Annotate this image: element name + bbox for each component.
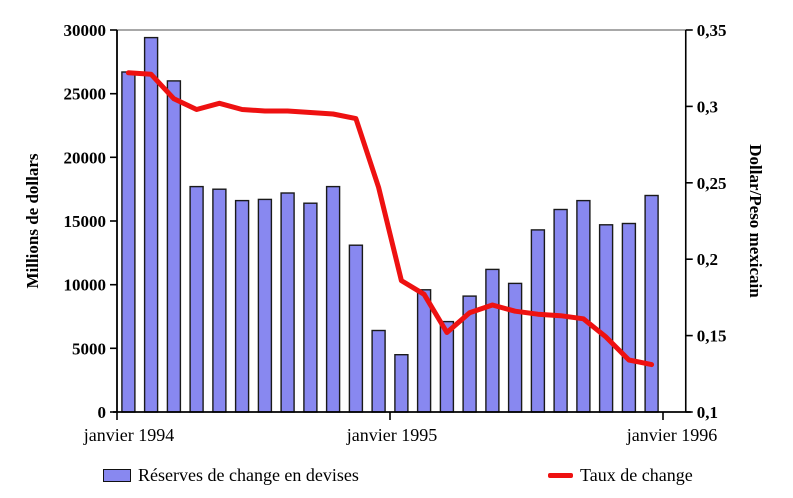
reserve-bar — [166, 80, 182, 413]
left-axis-tick-label: 10000 — [64, 276, 107, 295]
left-axis-tick-label: 0 — [98, 403, 107, 422]
reserve-bar — [189, 185, 204, 413]
right-axis-tick-label: 0,15 — [697, 327, 727, 346]
reserve-bar — [303, 202, 318, 413]
reserves-bar-swatch-icon — [103, 468, 131, 482]
reserve-bar — [394, 354, 409, 413]
legend-label-reserves: Réserves de change en devises — [138, 465, 359, 485]
legend-label-exchange-rate: Taux de change — [580, 465, 693, 485]
exchange-rate-line — [125, 70, 655, 368]
left-axis-tick-label: 20000 — [64, 148, 107, 167]
reserve-bar — [598, 224, 614, 413]
reserve-bar — [280, 192, 295, 413]
reserve-bar — [576, 199, 591, 413]
right-axis-tick-label: 0,1 — [697, 403, 718, 422]
reserve-bar — [212, 188, 227, 413]
reserve-bar — [621, 222, 637, 413]
right-axis-tick-label: 0,35 — [697, 21, 727, 40]
exchange-rate-line-swatch-icon — [548, 472, 573, 478]
right-axis-tick-label: 0,3 — [697, 97, 718, 116]
reserve-bar — [371, 329, 386, 413]
reserve-bar — [143, 36, 159, 413]
reserve-bar — [121, 71, 136, 413]
combo-chart-canvas: 0 5000 10000 15000 20000 25000 30000 0,1 0,15 0,2… — [64, 21, 727, 445]
reserve-bar — [348, 244, 364, 413]
reserve-bar — [553, 208, 568, 413]
x-axis-tick-label: janvier 1995 — [346, 425, 437, 445]
reserve-bar — [644, 194, 659, 413]
left-axis-tick-label: 15000 — [64, 212, 107, 231]
left-axis-tick-label: 5000 — [72, 339, 106, 358]
reserve-bar — [257, 198, 273, 413]
left-axis-tick-label: 30000 — [64, 21, 107, 40]
reserve-bar — [485, 268, 500, 413]
reserve-bar — [530, 229, 546, 413]
right-axis-title: Dollar/Peso mexicain — [746, 144, 765, 298]
left-axis-title: Millions de dollars — [23, 153, 42, 289]
reserve-bar — [439, 320, 455, 413]
reserve-bar — [234, 199, 250, 413]
legend-item-exchange-rate: Taux de change — [548, 464, 693, 486]
legend-item-reserves: Réserves de change en devises — [103, 464, 359, 486]
x-axis-tick-label: janvier 1996 — [626, 425, 717, 445]
right-axis-tick-label: 0,25 — [697, 174, 727, 193]
left-axis-tick-label: 25000 — [64, 85, 107, 104]
right-axis-tick-label: 0,2 — [697, 250, 718, 269]
reserve-bar — [325, 185, 341, 413]
x-axis-tick-label: janvier 1994 — [83, 425, 174, 445]
reserve-bar — [507, 282, 523, 413]
reserve-bar — [416, 289, 432, 413]
